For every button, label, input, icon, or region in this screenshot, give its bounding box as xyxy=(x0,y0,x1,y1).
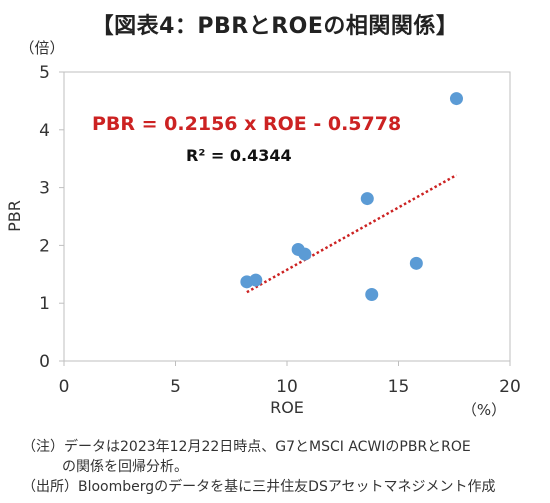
regression-equation: PBR = 0.2156 x ROE - 0.5778 xyxy=(92,113,401,135)
x-tick-label: 5 xyxy=(170,377,181,397)
data-point xyxy=(409,256,423,270)
x-axis-label: ROE xyxy=(270,398,304,417)
scatter-chart: 0 1 2 3 4 5 0 5 10 15 20 ROE PBR （倍） （%） PBR = 0.2156 x… xyxy=(5,39,521,419)
r-squared-label: R² = 0.4344 xyxy=(186,146,292,165)
data-point xyxy=(249,273,263,287)
y-tick-label: 1 xyxy=(39,294,50,314)
trendline xyxy=(246,173,458,294)
y-tick-label: 5 xyxy=(39,63,50,83)
data-point xyxy=(298,247,312,261)
x-tick-label: 10 xyxy=(276,377,298,397)
y-axis-unit: （倍） xyxy=(19,39,64,57)
y-axis-label: PBR xyxy=(5,200,24,232)
x-tick-label: 0 xyxy=(59,377,70,397)
note-line-1: （注）データは2023年12月22日時点、G7とMSCI ACWIのPBRとRO… xyxy=(22,439,471,455)
y-tick-label: 3 xyxy=(39,179,50,199)
data-point xyxy=(365,288,379,302)
note-line-2: の関係を回帰分析。 xyxy=(62,459,188,475)
x-axis-unit: （%） xyxy=(462,401,506,419)
x-tick-label: 15 xyxy=(388,377,410,397)
chart-title: 【図表4：PBRとROEの相関関係】 xyxy=(91,14,459,39)
x-tick-label: 20 xyxy=(499,377,521,397)
data-point xyxy=(360,192,374,206)
y-tick-label: 0 xyxy=(39,352,50,372)
source-line: （出所）Bloombergのデータを基に三井住友DSアセットマネジメント作成 xyxy=(22,479,496,495)
data-point xyxy=(449,92,463,106)
y-tick-label: 2 xyxy=(39,236,50,256)
y-tick-label: 4 xyxy=(39,121,50,141)
